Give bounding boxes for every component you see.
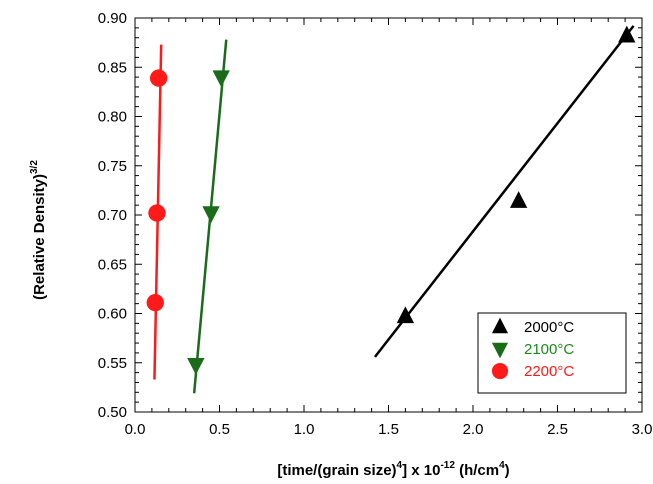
- data-point-series-2: [202, 206, 220, 224]
- y-tick-label: 0.80: [98, 109, 127, 126]
- data-point-series-2: [187, 358, 205, 375]
- legend-marker-1: [491, 317, 509, 334]
- x-tick-label: 1.0: [294, 421, 315, 438]
- y-tick-label: 0.55: [98, 355, 127, 372]
- y-tick-label: 0.50: [98, 404, 127, 421]
- fit-line-series-1: [373, 25, 635, 358]
- x-axis-title: [time/(grain size)4] x 10-12 (h/cm4): [277, 460, 509, 479]
- y-tick-label: 0.90: [98, 10, 127, 27]
- y-tick-labels: 0.50 0.55 0.60 0.65 0.70 0.75 0.80 0.85 0.90: [98, 10, 127, 421]
- markers: [146, 25, 636, 375]
- data-point-series-3: [149, 69, 168, 87]
- data-point-series-1: [396, 306, 415, 324]
- data-point-series-1: [618, 25, 636, 43]
- x-tick-label: 2.5: [547, 421, 568, 438]
- legend-marker-3: [491, 362, 509, 380]
- x-tick-label: 2.0: [463, 421, 484, 438]
- y-tick-label: 0.85: [98, 59, 127, 76]
- data-point-series-2: [212, 70, 230, 88]
- legend-label-3: 2200°C: [524, 363, 574, 380]
- legend-marker-2: [491, 342, 509, 359]
- legend-label-2: 2100°C: [524, 341, 574, 358]
- x-tick-label: 1.5: [378, 421, 399, 438]
- legend-label-1: 2000°C: [524, 319, 574, 336]
- data-point-series-1: [509, 191, 528, 208]
- x-tick-label: 0.0: [125, 421, 146, 438]
- y-tick-label: 0.70: [98, 207, 127, 224]
- y-tick-label: 0.75: [98, 158, 127, 175]
- data-point-series-3: [146, 293, 164, 312]
- y-tick-label: 0.65: [98, 256, 127, 273]
- y-tick-label: 0.60: [98, 306, 127, 323]
- x-tick-labels: 0.0 0.5 1.0 1.5 2.0 2.5 3.0: [125, 421, 653, 438]
- legend: 2000°C 2100°C 2200°C: [477, 312, 627, 394]
- x-tick-label: 0.5: [209, 421, 230, 438]
- y-axis-title: (Relative Density)3/2: [29, 160, 48, 300]
- axis-ticks: [134, 17, 643, 413]
- x-tick-label: 3.0: [632, 421, 653, 438]
- data-point-series-3: [148, 204, 166, 222]
